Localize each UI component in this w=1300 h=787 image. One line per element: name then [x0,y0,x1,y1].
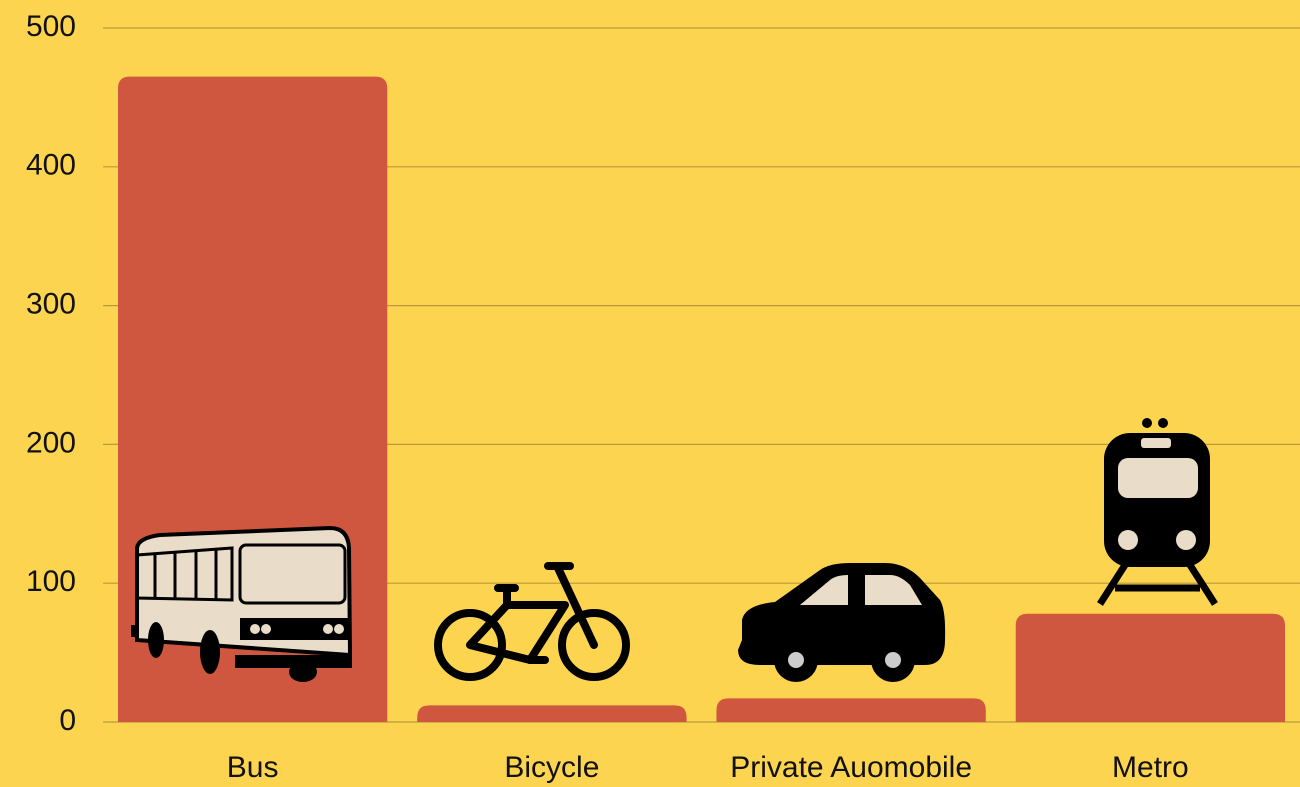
chart: 0 100 200 300 400 500 Bus Bicycle Private Auomob… [0,0,1300,787]
bar [1016,614,1285,722]
x-tick-label: Bus [227,751,279,784]
y-tick-label: 500 [26,10,76,43]
bar [716,698,985,722]
x-tick-label: Metro [1112,751,1189,784]
x-tick-label: Bicycle [504,751,599,784]
y-tick-label: 400 [26,149,76,182]
x-tick-label: Private Auomobile [730,751,972,784]
bar [417,705,686,722]
y-tick-label: 0 [59,704,76,737]
y-tick-label: 200 [26,426,76,459]
page: 0 100 200 300 400 500 Bus Bicycle Private Auomob… [0,0,1300,787]
y-tick-label: 300 [26,288,76,321]
y-tick-label: 100 [26,565,76,598]
